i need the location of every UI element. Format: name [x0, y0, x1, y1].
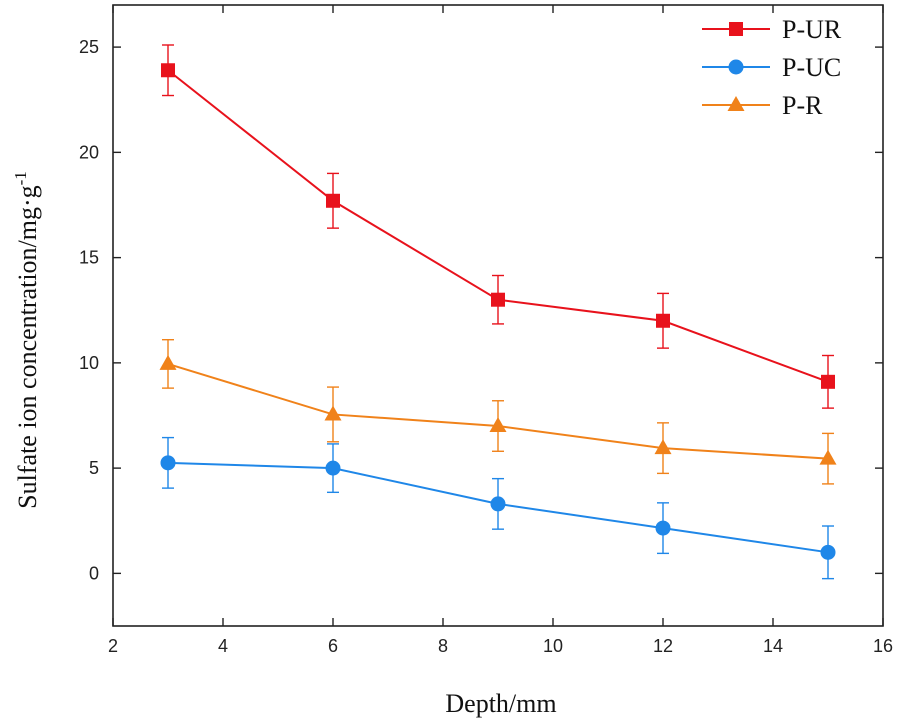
data-point-p-r [819, 449, 837, 465]
y-axis-title-superscript: -1 [11, 171, 30, 185]
series-p-ur [161, 44, 835, 409]
legend-label-p-uc: P-UC [782, 53, 841, 82]
legend-marker-p-ur [729, 22, 743, 36]
x-axis-title: Depth/mm [445, 689, 556, 718]
y-axis-title-main: Sulfate ion concentration/mg·g [13, 185, 42, 508]
y-tick-label: 5 [89, 458, 99, 478]
legend-item-p-uc: P-UC [702, 53, 841, 82]
legend-marker-p-r [727, 96, 745, 111]
x-tick-label: 12 [653, 636, 673, 656]
y-tick-label: 20 [79, 142, 99, 162]
legend: P-UR P-UC P-R [702, 15, 842, 120]
data-point-p-ur [161, 63, 175, 78]
x-tick-label: 2 [108, 636, 118, 656]
y-tick-label: 15 [79, 248, 99, 268]
legend-item-p-r: P-R [702, 91, 823, 120]
data-point-p-uc [490, 496, 506, 512]
plot-series [159, 44, 837, 580]
x-tick-label: 4 [218, 636, 228, 656]
data-point-p-uc [325, 460, 341, 476]
data-point-p-uc [655, 520, 671, 536]
y-tick-label: 10 [79, 353, 99, 373]
x-tick-label: 10 [543, 636, 563, 656]
legend-item-p-ur: P-UR [702, 15, 842, 44]
x-tick-label: 16 [873, 636, 893, 656]
data-point-p-uc [820, 544, 836, 560]
data-point-p-ur [326, 193, 340, 208]
data-point-p-r [324, 405, 342, 421]
y-tick-label: 0 [89, 563, 99, 583]
legend-marker-p-uc [728, 59, 744, 75]
data-point-p-ur [491, 292, 505, 307]
x-tick-label: 8 [438, 636, 448, 656]
y-tick-label: 25 [79, 37, 99, 57]
data-point-p-ur [821, 374, 835, 389]
plot-frame [112, 4, 884, 627]
x-tick-label: 6 [328, 636, 338, 656]
data-point-p-ur [656, 313, 670, 328]
data-point-p-uc [160, 455, 176, 471]
legend-label-p-ur: P-UR [782, 15, 842, 44]
y-axis-title: Sulfate ion concentration/mg·g-1 [11, 171, 42, 509]
series-p-r [159, 339, 837, 485]
legend-label-p-r: P-R [782, 91, 823, 120]
x-tick-label: 14 [763, 636, 783, 656]
series-line-p-ur [167, 69, 829, 383]
data-point-p-r [654, 439, 672, 455]
series-p-uc [160, 436, 836, 580]
axes: 2 4 6 8 10 12 14 16 0 5 10 15 20 25 [79, 4, 893, 656]
data-point-p-r [159, 354, 177, 370]
data-point-p-r [489, 417, 507, 433]
